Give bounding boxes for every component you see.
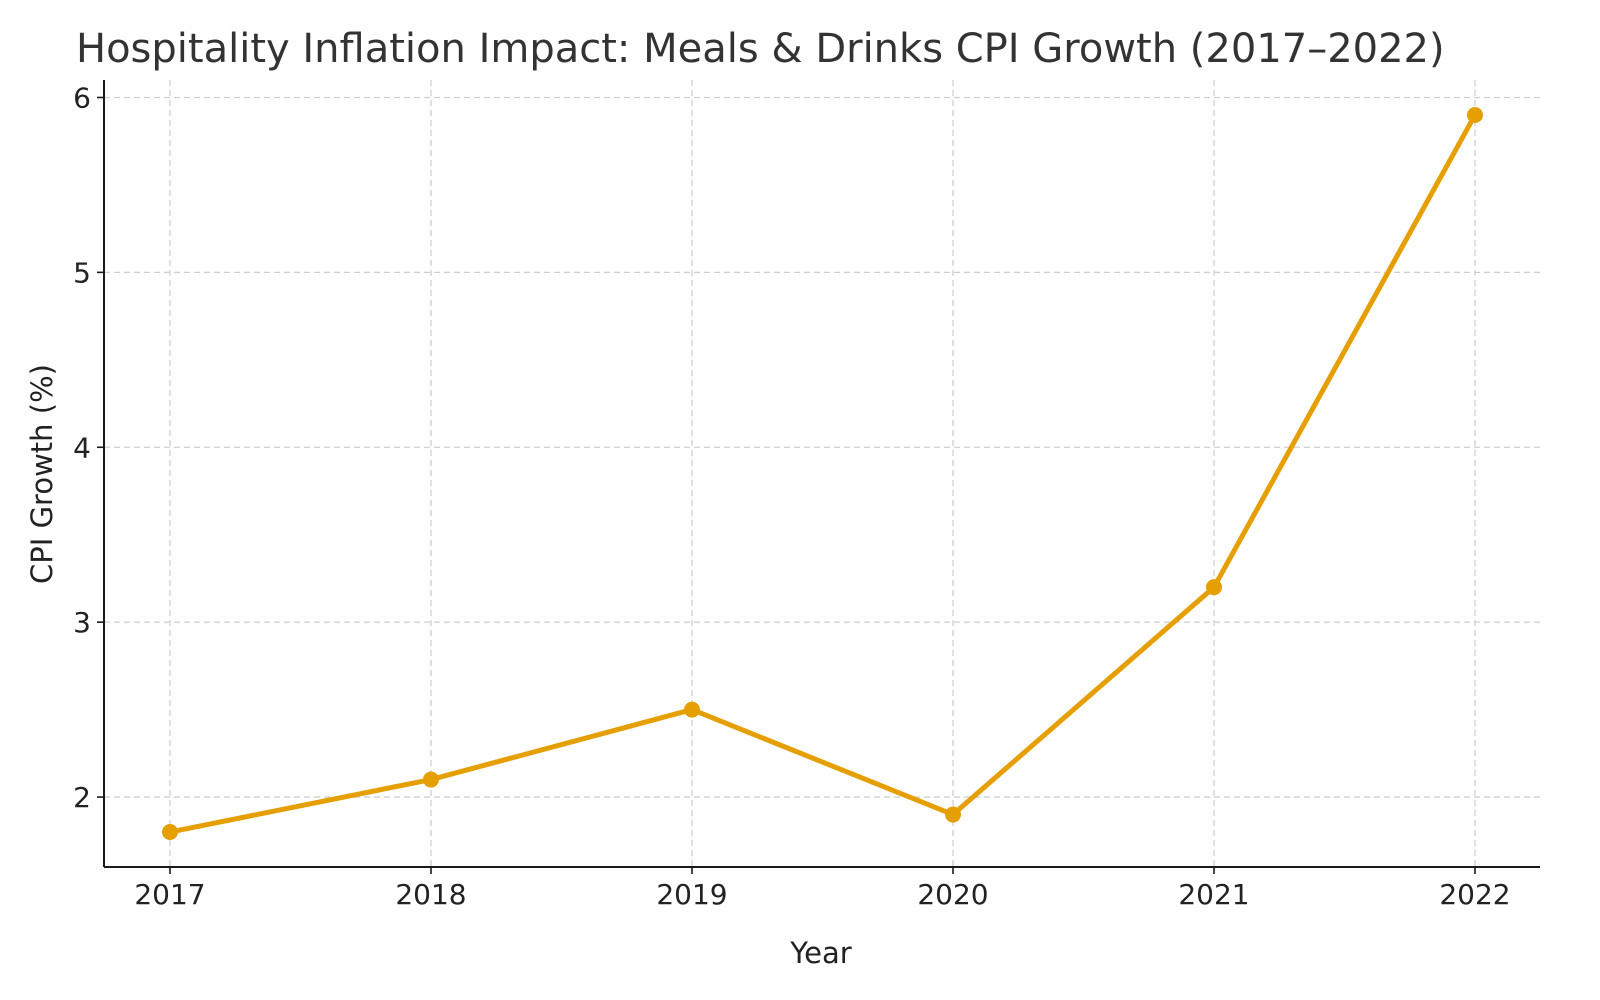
x-axis-ticks: 2017 2018 2019 2020 2021 2022 — [134, 867, 1511, 911]
x-tick-label: 2018 — [395, 878, 466, 911]
y-tick-label: 3 — [73, 606, 91, 639]
x-tick-label: 2019 — [656, 878, 727, 911]
x-tick-label: 2020 — [917, 878, 988, 911]
y-axis-ticks: 2 3 4 5 6 — [73, 81, 104, 814]
data-point — [423, 771, 439, 788]
y-tick-label: 2 — [73, 781, 91, 814]
data-point — [684, 701, 700, 718]
series-layer — [162, 106, 1483, 841]
x-axis-label: Year — [789, 936, 851, 970]
grid — [104, 80, 1540, 867]
series-line — [167, 112, 1478, 835]
y-axis-label: CPI Growth (%) — [25, 364, 59, 584]
data-point — [945, 806, 961, 823]
x-tick-label: 2022 — [1439, 878, 1510, 911]
y-tick-label: 5 — [73, 256, 91, 289]
data-point — [1467, 106, 1483, 123]
x-tick-label: 2017 — [134, 878, 205, 911]
chart-title: Hospitality Inflation Impact: Meals & Dr… — [76, 26, 1445, 72]
data-point — [162, 824, 178, 841]
axes — [103, 80, 1540, 868]
y-tick-label: 6 — [73, 81, 91, 114]
data-point — [1206, 579, 1222, 596]
x-tick-label: 2021 — [1178, 878, 1249, 911]
y-tick-label: 4 — [73, 431, 91, 464]
